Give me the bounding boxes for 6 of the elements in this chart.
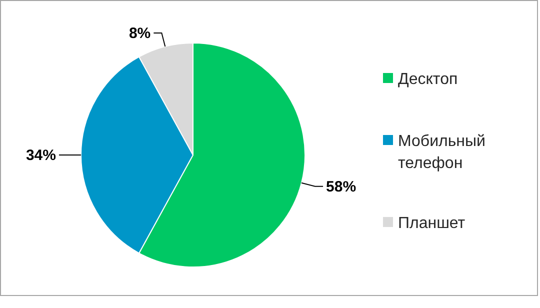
legend-label: Десктоп [398, 71, 458, 88]
data-label: 8% [128, 24, 151, 42]
legend-label: Планшет [398, 215, 466, 232]
legend-label: Мобильный телефон [398, 133, 486, 172]
data-label: 34% [26, 147, 56, 164]
data-label: 58% [326, 178, 356, 196]
